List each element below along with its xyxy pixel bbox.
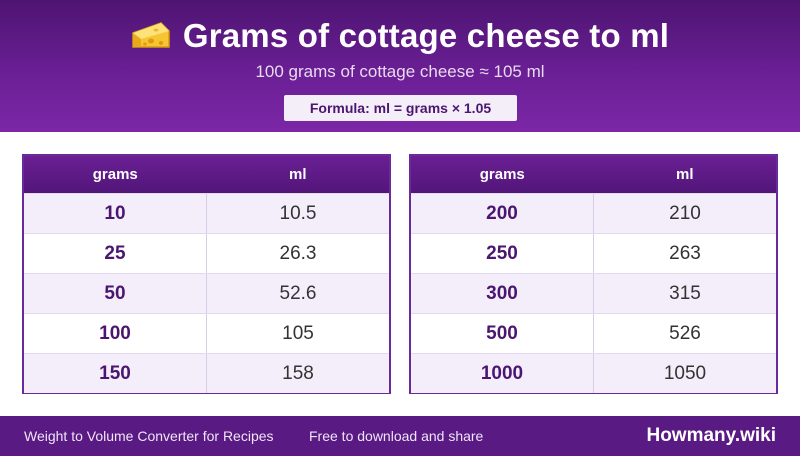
column-header-grams: grams <box>92 166 138 183</box>
table-header: grams ml <box>411 156 776 193</box>
cheese-icon <box>131 19 171 53</box>
brand-logo-text[interactable]: Howmany.wiki <box>646 425 776 446</box>
table-row: 200 210 <box>411 193 776 233</box>
table-row: 500 526 <box>411 313 776 353</box>
ml-cell: 315 <box>669 282 701 304</box>
footer-share-note: Free to download and share <box>309 428 484 444</box>
column-header-grams: grams <box>479 166 525 183</box>
grams-cell: 200 <box>411 194 594 233</box>
page-title: Grams of cottage cheese to ml <box>0 14 800 58</box>
grams-cell: 10 <box>24 194 207 233</box>
table-row: 50 52.6 <box>24 273 389 313</box>
table-row: 150 158 <box>24 353 389 393</box>
ml-cell: 52.6 <box>279 282 317 304</box>
conversion-table-right: grams ml 200 210 250 263 300 315 500 526… <box>409 154 778 394</box>
table-body: 200 210 250 263 300 315 500 526 1000 105… <box>411 193 776 393</box>
grams-cell: 500 <box>411 314 594 353</box>
table-row: 300 315 <box>411 273 776 313</box>
column-header-ml: ml <box>288 166 307 183</box>
table-body: 10 10.5 25 26.3 50 52.6 100 105 150 158 <box>24 193 389 393</box>
table-row: 100 105 <box>24 313 389 353</box>
ml-cell: 10.5 <box>279 202 317 224</box>
ml-cell: 158 <box>282 362 314 384</box>
title-text: Grams of cottage cheese to ml <box>182 17 670 54</box>
formula-badge: Formula: ml = grams × 1.05 <box>284 95 517 121</box>
ml-cell: 105 <box>282 322 314 344</box>
grams-cell: 25 <box>24 234 207 273</box>
footer-bar: Weight to Volume Converter for Recipes F… <box>0 416 800 456</box>
grams-cell: 300 <box>411 274 594 313</box>
grams-cell: 1000 <box>411 354 594 393</box>
table-row: 25 26.3 <box>24 233 389 273</box>
conversion-table-left: grams ml 10 10.5 25 26.3 50 52.6 100 105… <box>22 154 391 394</box>
grams-cell: 250 <box>411 234 594 273</box>
ml-cell: 26.3 <box>279 242 317 264</box>
ml-cell: 526 <box>669 322 701 344</box>
table-row: 10 10.5 <box>24 193 389 233</box>
grams-cell: 50 <box>24 274 207 313</box>
table-header: grams ml <box>24 156 389 193</box>
subtitle: 100 grams of cottage cheese ≈ 105 ml <box>255 62 545 81</box>
table-row: 250 263 <box>411 233 776 273</box>
ml-cell: 1050 <box>663 362 707 384</box>
ml-cell: 263 <box>669 242 701 264</box>
table-row: 1000 1050 <box>411 353 776 393</box>
footer-tagline: Weight to Volume Converter for Recipes <box>24 428 274 444</box>
grams-cell: 150 <box>24 354 207 393</box>
ml-cell: 210 <box>669 202 701 224</box>
column-header-ml: ml <box>675 166 694 183</box>
header-banner: Grams of cottage cheese to ml 100 grams … <box>0 0 800 132</box>
grams-cell: 100 <box>24 314 207 353</box>
